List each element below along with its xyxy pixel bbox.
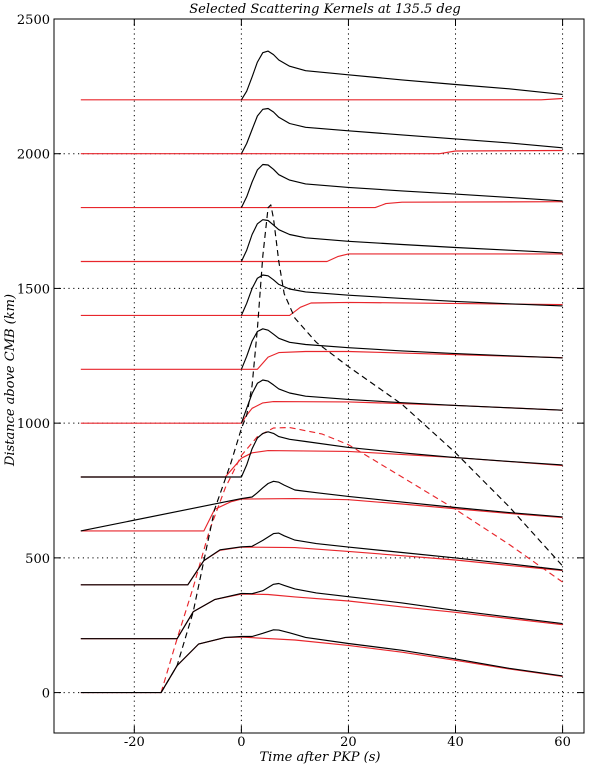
black-kernel-curve-7 <box>80 431 563 478</box>
y-tick-label-0: 0 <box>42 687 50 702</box>
grid-lines <box>54 19 584 733</box>
black-kernel-curve-1 <box>240 107 563 154</box>
red-kernel-curve-18 <box>80 401 563 424</box>
black-kernel-curve-3 <box>240 219 563 262</box>
x-tick-label-1: 0 <box>237 735 245 750</box>
black-kernel-curve-2 <box>240 163 563 208</box>
tick-labels: -20 0 20 40 60 0 500 1000 1500 2000 2500 <box>17 13 571 750</box>
red-kernel-curve-21 <box>80 546 563 586</box>
y-tick-label-3: 1500 <box>17 282 50 297</box>
black-kernel-curve-4 <box>240 274 563 316</box>
x-tick-label-2: 20 <box>340 735 357 750</box>
red-kernel-curve-17 <box>80 350 563 370</box>
red-kernel-curve-12 <box>80 97 563 101</box>
red-kernel-curve-22 <box>80 593 563 640</box>
black-kernel-curve-6 <box>240 379 563 424</box>
chart-title: Selected Scattering Kernels at 135.5 deg <box>189 2 460 17</box>
red-kernel-curve-19 <box>80 450 563 478</box>
plot-frame <box>53 18 585 734</box>
y-tick-label-5: 2500 <box>17 13 50 28</box>
axes <box>53 18 585 734</box>
black-kernel-curve-11 <box>80 629 563 694</box>
x-tick-label-4: 60 <box>554 735 571 750</box>
kernel-curves <box>80 50 564 694</box>
red-kernel-curve-15 <box>80 253 563 263</box>
x-axis-label: Time after PKP (s) <box>260 750 381 764</box>
black-kernel-curve-9 <box>80 532 563 586</box>
black-kernel-curve-0 <box>240 50 563 101</box>
red-kernel-curve-13 <box>80 149 563 155</box>
y-tick-label-4: 2000 <box>17 148 50 163</box>
dashed-black-kernel-curve-24 <box>160 204 564 693</box>
y-tick-label-2: 1000 <box>17 417 50 432</box>
red-kernel-curve-14 <box>80 201 563 209</box>
x-tick-label-0: -20 <box>124 735 145 750</box>
x-tick-label-3: 40 <box>447 735 464 750</box>
red-kernel-curve-20 <box>80 498 563 532</box>
y-tick-label-1: 500 <box>25 552 50 567</box>
black-kernel-curve-10 <box>80 582 563 640</box>
y-axis-label: Distance above CMB (km) <box>3 294 18 467</box>
black-kernel-curve-5 <box>240 328 563 370</box>
dashed-red-kernel-curve-25 <box>160 426 563 693</box>
red-kernel-curve-16 <box>80 301 563 316</box>
black-kernel-curve-8 <box>80 480 563 532</box>
